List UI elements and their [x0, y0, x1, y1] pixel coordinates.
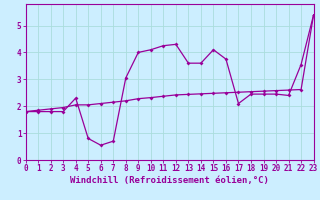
X-axis label: Windchill (Refroidissement éolien,°C): Windchill (Refroidissement éolien,°C): [70, 176, 269, 185]
